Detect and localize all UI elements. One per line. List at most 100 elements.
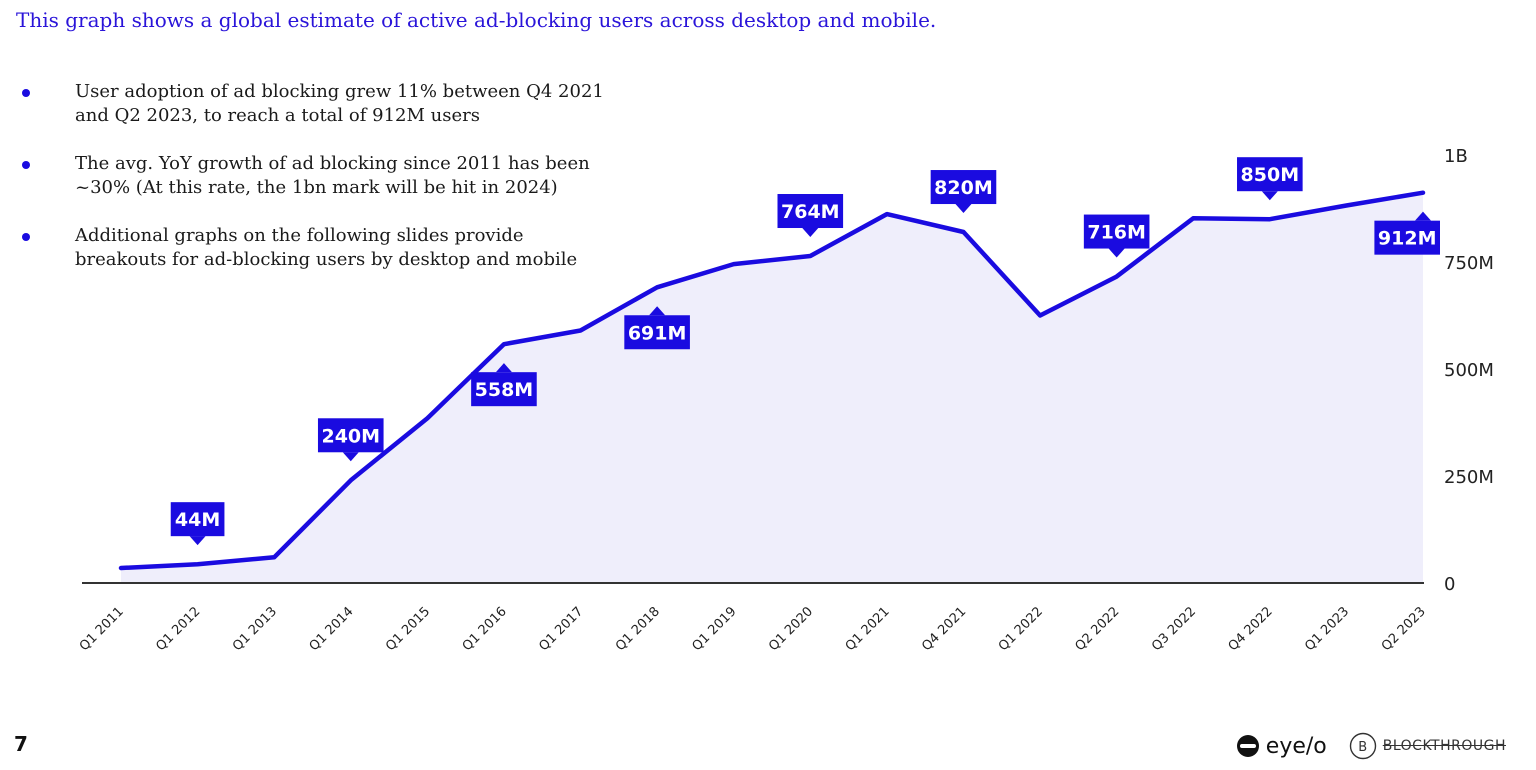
bullet-item: The avg. YoY growth of ad blocking since… <box>18 152 618 200</box>
series-line <box>118 190 1426 571</box>
data-point <box>1268 217 1272 221</box>
bullet-dot-icon <box>22 89 30 97</box>
data-label-box <box>1083 214 1150 249</box>
x-tick-label: Q2 2023 <box>1379 604 1429 654</box>
svg-text:B: B <box>1358 740 1367 755</box>
data-label: 850M <box>1241 164 1300 186</box>
eyeo-logo: eye/o <box>1236 734 1327 759</box>
bullet-dot-icon <box>22 233 30 241</box>
data-point <box>272 555 276 559</box>
blockthrough-logo-text: BLOCKTHROUGH <box>1382 738 1506 754</box>
data-label-pointer <box>1108 248 1125 258</box>
data-label-box <box>1237 157 1303 192</box>
data-point <box>425 416 429 420</box>
data-point <box>961 230 965 234</box>
data-label-box <box>170 502 225 537</box>
data-label-callout: 716M <box>1083 214 1150 258</box>
data-label-box <box>471 372 537 407</box>
data-label-pointer <box>955 204 972 214</box>
data-label: 558M <box>475 379 534 401</box>
page-number: 7 <box>14 732 28 756</box>
data-label-callout: 44M <box>170 502 225 546</box>
data-label-callout: 558M <box>471 363 537 407</box>
eyeo-logo-text: eye/o <box>1265 733 1327 759</box>
data-point <box>1421 191 1425 195</box>
y-tick-label: 0 <box>1444 574 1455 595</box>
data-label-callout: 912M <box>1374 211 1440 255</box>
y-tick-label: 500M <box>1444 360 1494 381</box>
data-point <box>885 212 889 216</box>
bullet-item: Additional graphs on the following slide… <box>18 224 618 272</box>
data-label: 691M <box>628 322 687 344</box>
x-tick-label: Q1 2015 <box>383 604 433 654</box>
x-tick-label: Q1 2023 <box>1302 604 1352 654</box>
intro-text: This graph shows a global estimate of ac… <box>16 8 937 32</box>
x-tick-label: Q1 2014 <box>307 604 357 654</box>
data-label-box <box>777 194 844 229</box>
data-label-box <box>317 418 384 453</box>
data-point <box>1115 275 1119 279</box>
bullet-text: User adoption of ad blocking grew 11% be… <box>75 81 604 126</box>
data-point <box>808 254 812 258</box>
footer-logos: eye/o B BLOCKTHROUGH <box>1236 732 1506 760</box>
x-tick-label: Q2 2022 <box>1072 604 1122 654</box>
x-tick-label: Q1 2012 <box>153 604 203 654</box>
bullet-dot-icon <box>22 161 30 169</box>
data-label-callout: 850M <box>1237 157 1303 201</box>
x-tick-label: Q4 2021 <box>919 604 969 654</box>
data-label-pointer <box>189 536 206 546</box>
data-label-pointer <box>495 363 512 373</box>
series-area <box>121 192 1423 583</box>
x-tick-label: Q1 2020 <box>766 604 816 654</box>
data-label-pointer <box>1415 211 1431 221</box>
data-point <box>1344 204 1348 208</box>
x-tick-label: Q1 2017 <box>536 604 586 654</box>
x-tick-label: Q1 2013 <box>230 604 280 654</box>
bullet-text: The avg. YoY growth of ad blocking since… <box>75 153 590 198</box>
x-tick-label: Q1 2022 <box>996 604 1046 654</box>
x-tick-label: Q4 2022 <box>1226 604 1276 654</box>
bullet-list: User adoption of ad blocking grew 11% be… <box>18 80 618 296</box>
data-point <box>196 562 200 566</box>
data-label-callout: 240M <box>317 418 384 462</box>
data-point <box>579 328 583 332</box>
x-tick-label: Q1 2019 <box>690 604 740 654</box>
x-tick-label: Q1 2016 <box>460 604 510 654</box>
data-label: 764M <box>781 201 840 223</box>
blockthrough-b-icon: B <box>1349 732 1376 760</box>
data-label-pointer <box>649 306 666 316</box>
eyeo-eye-icon <box>1236 735 1259 757</box>
x-tick-label: Q1 2021 <box>843 604 893 654</box>
data-label-pointer <box>342 452 359 462</box>
y-tick-label: 250M <box>1444 467 1494 488</box>
data-point <box>119 566 123 570</box>
data-label-callout: 820M <box>930 170 997 214</box>
data-label: 44M <box>175 509 220 531</box>
data-point <box>502 342 506 346</box>
data-label-callout: 691M <box>624 306 690 350</box>
data-point <box>349 478 353 482</box>
data-label-pointer <box>802 228 819 238</box>
x-tick-label: Q1 2018 <box>613 604 663 654</box>
data-label: 912M <box>1378 228 1437 250</box>
data-point <box>732 262 736 266</box>
data-label-pointer <box>1261 191 1278 201</box>
y-tick-label: 1B <box>1444 146 1468 167</box>
y-tick-label: 750M <box>1444 253 1494 274</box>
data-label: 716M <box>1087 222 1146 244</box>
x-tick-label: Q3 2022 <box>1149 604 1199 654</box>
data-point <box>655 285 659 289</box>
blockthrough-logo: B BLOCKTHROUGH <box>1349 732 1506 760</box>
data-label: 240M <box>321 425 380 447</box>
data-label: 820M <box>934 177 993 199</box>
bullet-text: Additional graphs on the following slide… <box>75 225 578 270</box>
x-tick-label: Q1 2011 <box>77 604 127 654</box>
data-label-callout: 764M <box>777 194 844 238</box>
bullet-item: User adoption of ad blocking grew 11% be… <box>18 80 618 128</box>
data-point <box>1191 216 1195 220</box>
data-label-box <box>930 170 997 205</box>
data-label-box <box>624 315 690 350</box>
data-point <box>1038 314 1042 318</box>
data-label-box <box>1374 220 1440 255</box>
